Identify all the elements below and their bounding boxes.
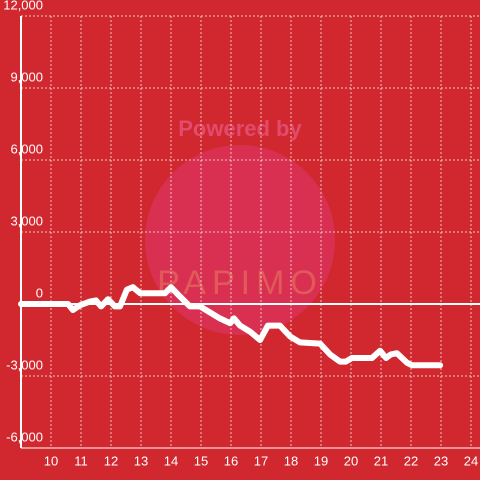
- x-tick-label: 18: [284, 453, 298, 468]
- x-tick-label: 12: [104, 453, 118, 468]
- x-tick-label: 17: [254, 453, 268, 468]
- x-tick-label: 16: [224, 453, 238, 468]
- x-tick-label: 21: [374, 453, 388, 468]
- y-tick-label: 3,000: [10, 213, 43, 228]
- y-tick-label: -6,000: [6, 429, 43, 444]
- y-tick-label: -3,000: [6, 357, 43, 372]
- watermark-text: PAPIMO: [157, 264, 323, 302]
- x-tick-label: 14: [164, 453, 178, 468]
- x-tick-label: 22: [404, 453, 418, 468]
- y-tick-label: 0: [36, 285, 43, 300]
- x-tick-label: 23: [434, 453, 448, 468]
- x-tick-label: 20: [344, 453, 358, 468]
- x-tick-label: 19: [314, 453, 328, 468]
- data-line: [18, 284, 444, 369]
- y-tick-label: 6,000: [10, 141, 43, 156]
- y-tick-label: 12,000: [3, 0, 43, 12]
- x-tick-label: 10: [44, 453, 58, 468]
- y-tick-label: 9,000: [10, 69, 43, 84]
- x-tick-label: 24: [464, 453, 478, 468]
- x-tick-label: 11: [74, 453, 88, 468]
- x-tick-label: 15: [194, 453, 208, 468]
- watermark-circle: [145, 145, 335, 335]
- watermark-text: Powered by: [178, 116, 302, 141]
- x-tick-label: 13: [134, 453, 148, 468]
